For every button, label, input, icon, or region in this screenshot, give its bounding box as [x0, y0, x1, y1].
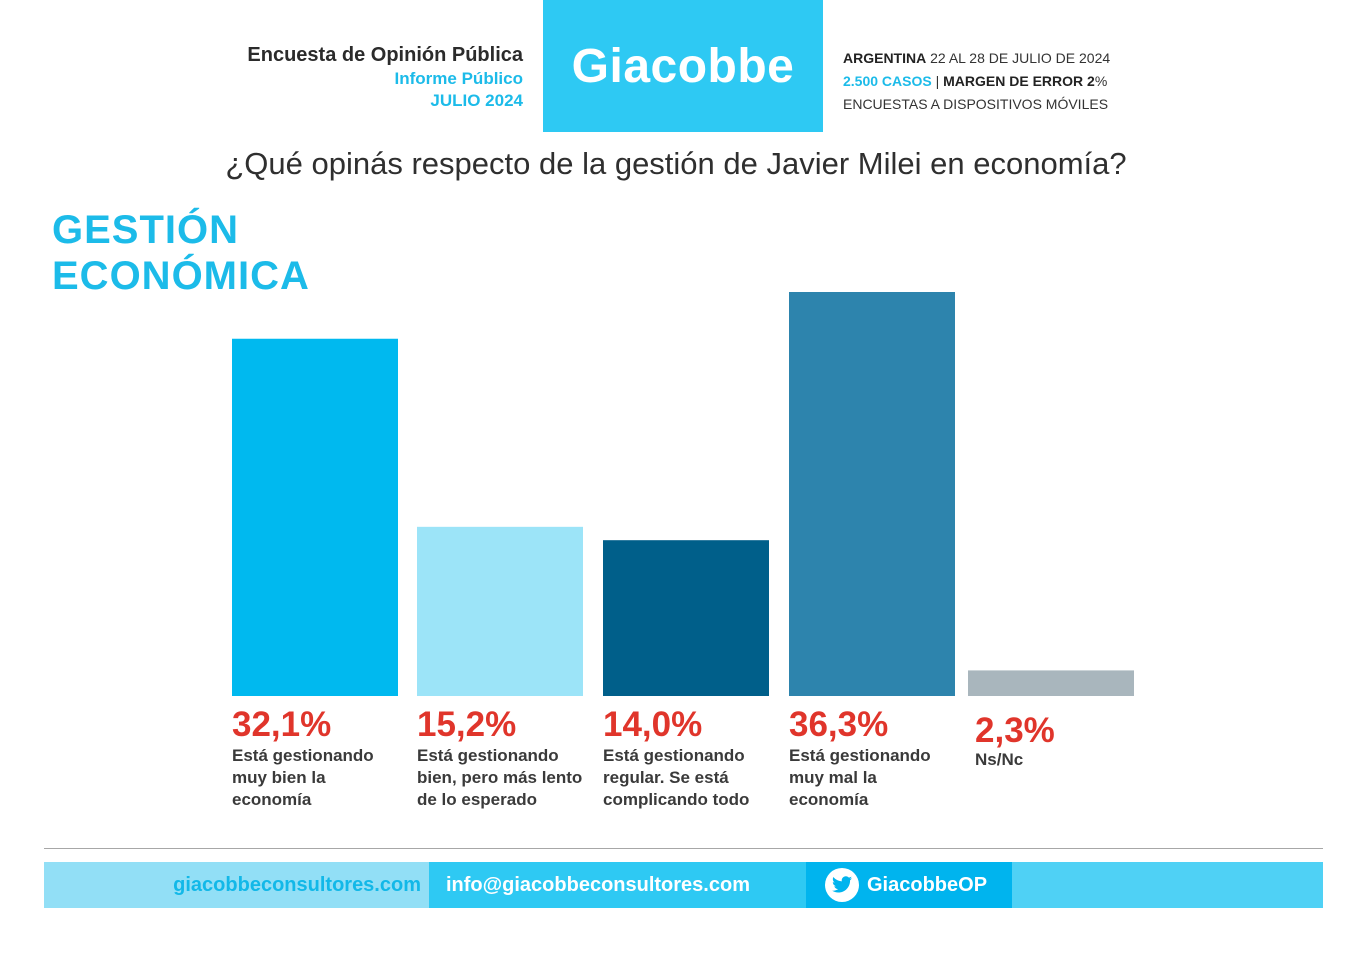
bar-1: [232, 338, 398, 696]
bar-value-label-4: 36,3%: [789, 705, 889, 744]
section-title-line1: GESTIÓN: [52, 208, 240, 252]
category-label-4: Está gestionando muy mal la economía: [789, 746, 931, 809]
category-label-1: Está gestionando muy bien la economía: [232, 746, 374, 809]
survey-method: ENCUESTAS A DISPOSITIVOS MÓVILES: [843, 96, 1109, 112]
report-date: JULIO 2024: [430, 91, 523, 110]
report-type: Informe Público: [394, 69, 523, 88]
footer-filler: [1012, 862, 1323, 908]
survey-details: ARGENTINA 22 AL 28 DE JULIO DE 2024 2.50…: [843, 47, 1110, 116]
bar-value-label-5: 2,3%: [975, 711, 1055, 750]
survey-location-dates: ARGENTINA 22 AL 28 DE JULIO DE 2024: [843, 47, 1110, 70]
survey-question: ¿Qué opinás respecto de la gestión de Ja…: [225, 146, 1127, 181]
category-label-5: Ns/Nc: [975, 750, 1024, 769]
bar-4: [789, 292, 955, 696]
category-label-3: Está gestionando regular. Se está compli…: [603, 746, 750, 809]
section-title: GESTIÓN ECONÓMICA: [52, 207, 310, 299]
category-label-2: Está gestionando bien, pero más lento de…: [417, 746, 583, 809]
bar-value-label-1: 32,1%: [232, 705, 332, 744]
logo-text: Giacobbe: [571, 39, 795, 93]
brand-logo: Giacobbe: [543, 0, 823, 132]
bar-value-label-2: 15,2%: [417, 705, 517, 744]
survey-sample: 2.500 CASOS | MARGEN DE ERROR 2%: [843, 70, 1110, 93]
bar-2: [417, 526, 583, 696]
twitter-handle: GiacobbeOP: [867, 873, 988, 896]
survey-title: Encuesta de Opinión Pública: [247, 44, 523, 66]
country-label: ARGENTINA: [843, 50, 927, 66]
survey-header: Encuesta de Opinión Pública Informe Públ…: [247, 42, 523, 112]
bar-value-label-3: 14,0%: [603, 705, 703, 744]
separator: |: [931, 73, 944, 89]
dates-label: 22 AL 28 DE JULIO DE 2024: [926, 50, 1111, 66]
twitter-bird-icon: [825, 868, 859, 902]
website-link[interactable]: giacobbeconsultores.com: [44, 862, 429, 908]
section-title-line2: ECONÓMICA: [52, 254, 310, 298]
footer-divider: [44, 848, 1323, 849]
cases-label: 2.500 CASOS: [843, 73, 932, 89]
twitter-link[interactable]: GiacobbeOP: [806, 862, 1012, 908]
email-link[interactable]: info@giacobbeconsultores.com: [429, 862, 806, 908]
margin-label: MARGEN DE ERROR 2: [943, 73, 1095, 89]
bar-3: [603, 540, 769, 696]
footer-bar: giacobbeconsultores.com info@giacobbecon…: [44, 862, 1323, 908]
margin-pct: %: [1094, 73, 1108, 89]
bar-5: [968, 670, 1134, 696]
